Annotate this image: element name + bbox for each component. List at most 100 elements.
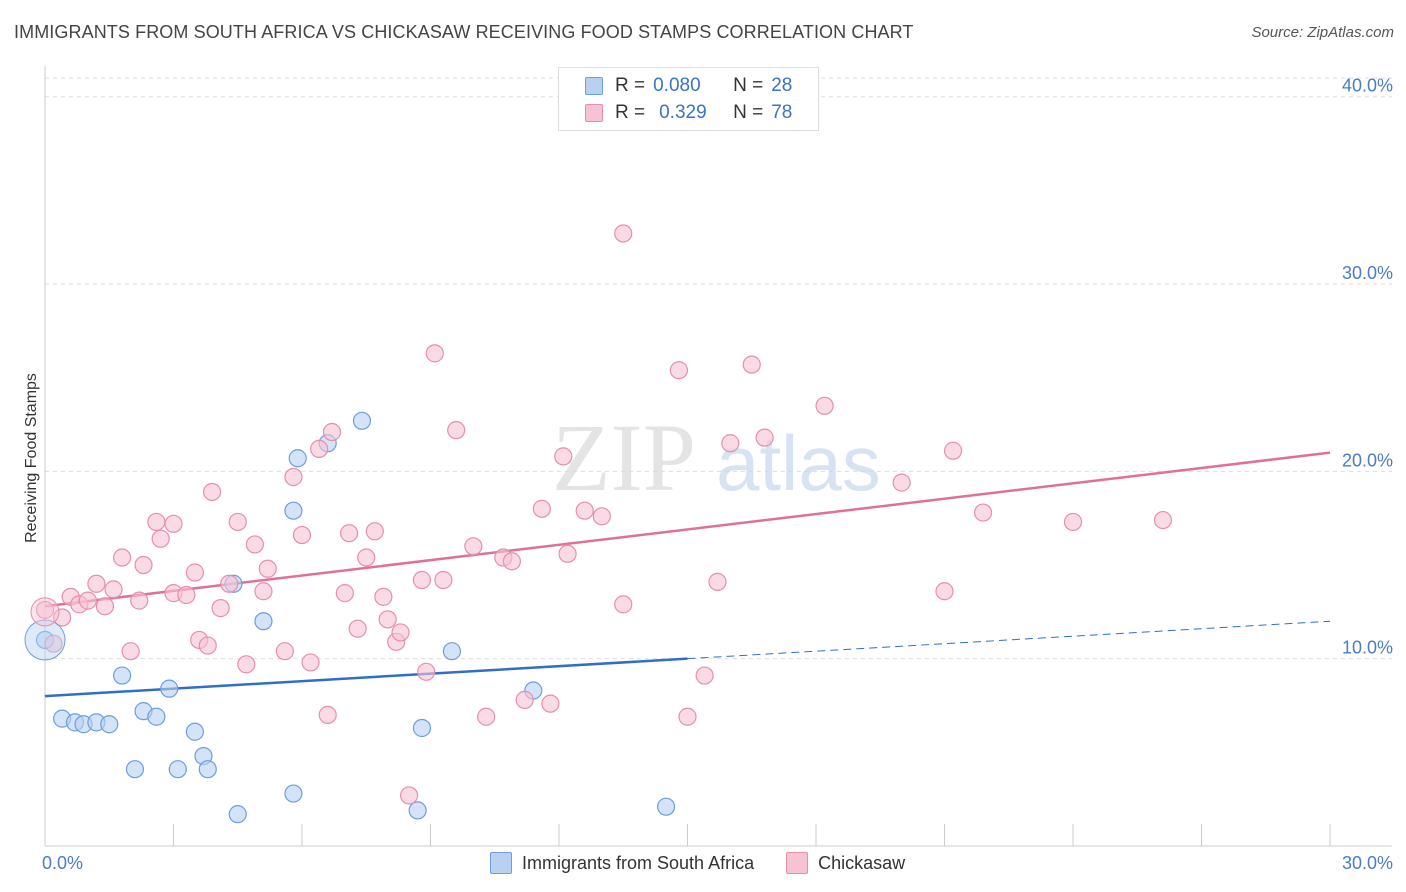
- point-chickasaw: [254, 582, 273, 601]
- point-chickasaw: [532, 499, 551, 518]
- point-south-africa: [288, 449, 307, 468]
- point-chickasaw: [374, 587, 393, 606]
- point-chickasaw: [892, 473, 911, 492]
- point-chickasaw: [973, 503, 993, 522]
- point-south-africa: [198, 760, 217, 779]
- point-chickasaw: [391, 623, 410, 642]
- point-chickasaw: [815, 396, 834, 415]
- point-chickasaw: [340, 524, 359, 543]
- point-chickasaw: [708, 572, 727, 591]
- point-south-africa: [442, 642, 462, 661]
- legend-item-chickasaw: Chickasaw: [786, 852, 905, 874]
- point-chickasaw: [575, 501, 594, 520]
- legend-n-label: N =: [733, 102, 764, 123]
- y-axis-label: Receiving Food Stamps: [23, 373, 40, 543]
- legend-r-label: R =: [615, 75, 646, 96]
- point-chickasaw: [541, 694, 560, 713]
- source-credit: Source: ZipAtlas.com: [1251, 24, 1394, 41]
- point-south-africa: [100, 715, 119, 734]
- point-chickasaw: [104, 580, 123, 599]
- point-chickasaw: [935, 582, 954, 601]
- point-chickasaw: [318, 705, 337, 724]
- point-chickasaw: [678, 707, 697, 726]
- point-south-africa: [112, 666, 132, 685]
- point-chickasaw: [695, 666, 714, 685]
- legend-series-name: Immigrants from South Africa: [522, 852, 755, 873]
- y-tick-label: 20.0%: [1342, 450, 1393, 470]
- point-south-africa: [147, 707, 166, 726]
- point-south-africa: [284, 501, 303, 520]
- legend-r-value: 0.080: [653, 75, 701, 96]
- point-chickasaw: [1063, 512, 1083, 532]
- y-tick-label: 40.0%: [1342, 76, 1393, 96]
- point-chickasaw: [477, 707, 496, 726]
- point-chickasaw: [44, 634, 63, 653]
- point-chickasaw: [177, 585, 196, 605]
- y-tick-label: 30.0%: [1342, 263, 1393, 283]
- point-chickasaw: [614, 224, 633, 243]
- watermark-zip: ZIP: [552, 404, 696, 511]
- point-chickasaw: [134, 555, 153, 575]
- point-chickasaw: [1153, 510, 1173, 530]
- legend-swatch-blue: [585, 77, 603, 95]
- point-south-africa: [352, 411, 372, 430]
- chart-title: IMMIGRANTS FROM SOUTH AFRICA VS CHICKASA…: [14, 22, 914, 42]
- legend-row-chickasaw: R = 0.329 N = 78: [585, 100, 792, 126]
- point-chickasaw: [87, 574, 106, 593]
- point-chickasaw: [237, 655, 256, 674]
- point-chickasaw: [284, 467, 303, 487]
- point-chickasaw: [434, 570, 453, 590]
- point-south-africa: [185, 722, 205, 741]
- legend-swatch-blue: [490, 852, 512, 874]
- point-chickasaw: [310, 439, 329, 458]
- point-chickasaw: [35, 600, 55, 620]
- point-chickasaw: [502, 552, 521, 571]
- point-chickasaw: [78, 591, 97, 610]
- point-chickasaw: [258, 559, 277, 578]
- point-chickasaw: [301, 653, 320, 672]
- point-chickasaw: [425, 344, 444, 363]
- point-south-africa: [408, 801, 427, 820]
- point-south-africa: [125, 760, 145, 779]
- legend-swatch-pink: [585, 104, 603, 122]
- point-chickasaw: [198, 636, 217, 655]
- point-chickasaw: [464, 537, 483, 556]
- point-chickasaw: [335, 584, 354, 603]
- watermark-atlas: atlas: [716, 419, 881, 507]
- legend-r-value: 0.329: [659, 102, 707, 123]
- point-chickasaw: [121, 642, 140, 661]
- point-chickasaw: [220, 574, 239, 593]
- point-south-africa-large: [24, 619, 66, 661]
- trend-lines: [44, 451, 1331, 698]
- point-chickasaw: [742, 355, 761, 374]
- point-south-africa: [656, 797, 676, 816]
- point-chickasaw: [755, 428, 774, 447]
- point-chickasaw: [412, 570, 432, 590]
- point-south-africa: [160, 679, 179, 698]
- y-tick-label: 10.0%: [1342, 638, 1393, 658]
- point-chickasaw: [399, 786, 419, 805]
- point-chickasaw: [228, 512, 247, 532]
- legend-n-label: N =: [733, 75, 764, 96]
- trend-line-chickasaw: [44, 451, 1331, 608]
- tick-labels: 10.0% 20.0% 30.0% 40.0% 0.0% 30.0%: [42, 76, 1393, 873]
- legend-swatch-pink: [786, 852, 809, 874]
- legend-item-south-africa: Immigrants from South Africa: [490, 852, 754, 874]
- point-chickasaw: [515, 690, 534, 709]
- point-chickasaw: [95, 597, 115, 616]
- axes: [44, 66, 1392, 847]
- legend-row-south-africa: R = 0.080 N = 28: [585, 73, 792, 99]
- point-chickasaw: [943, 441, 963, 460]
- point-chickasaw: [211, 599, 230, 618]
- point-chickasaw: [185, 563, 205, 582]
- point-chickasaw: [147, 512, 166, 532]
- point-chickasaw: [721, 434, 740, 453]
- point-chickasaw: [357, 548, 376, 567]
- data-points: [24, 224, 1173, 824]
- point-chickasaw: [164, 514, 183, 533]
- point-chickasaw: [614, 595, 633, 614]
- x-tick-label: 30.0%: [1342, 853, 1393, 873]
- legend-n-value: 78: [771, 102, 793, 123]
- point-chickasaw: [447, 421, 466, 440]
